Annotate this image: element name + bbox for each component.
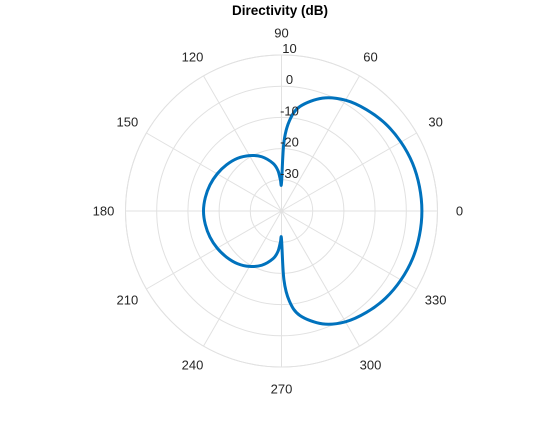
theta-tick-label-4: 120	[182, 49, 204, 64]
series-layer	[202, 96, 424, 326]
r-tick-label-1: -20	[280, 135, 299, 150]
theta-tick-label-10: 300	[360, 358, 382, 373]
chart-title: Directivity (dB)	[231, 3, 329, 18]
axis-labels: 0 30 60 90 120 150 180 210 240 270 300 330 -30 -20 -10…	[93, 26, 463, 397]
theta-grid-line-10	[281, 210, 360, 347]
theta-tick-label-0: 0	[456, 204, 463, 219]
theta-tick-label-3: 90	[274, 26, 288, 41]
theta-tick-label-6: 180	[93, 204, 115, 219]
theta-grid-line-4	[203, 75, 282, 212]
theta-grid-line-8	[203, 210, 282, 347]
theta-tick-label-7: 210	[116, 293, 138, 308]
theta-grid-line-2	[281, 75, 360, 212]
theta-tick-label-11: 330	[425, 293, 447, 308]
series-line-0	[202, 96, 424, 326]
theta-tick-label-9: 270	[271, 382, 293, 397]
r-tick-label-3: 0	[286, 72, 293, 87]
theta-tick-label-5: 150	[116, 115, 138, 130]
theta-grid-line-11	[281, 210, 417, 290]
r-tick-label-4: 10	[282, 41, 296, 56]
theta-grid-line-7	[146, 210, 282, 290]
theta-grid-line-5	[146, 132, 282, 212]
theta-tick-label-8: 240	[182, 358, 204, 373]
r-tick-label-0: -30	[280, 166, 299, 181]
theta-tick-label-1: 30	[428, 115, 442, 130]
theta-grid-line-1	[281, 132, 417, 212]
theta-tick-label-2: 60	[363, 49, 377, 64]
r-tick-label-2: -10	[280, 103, 299, 118]
polar-grid	[125, 54, 438, 368]
